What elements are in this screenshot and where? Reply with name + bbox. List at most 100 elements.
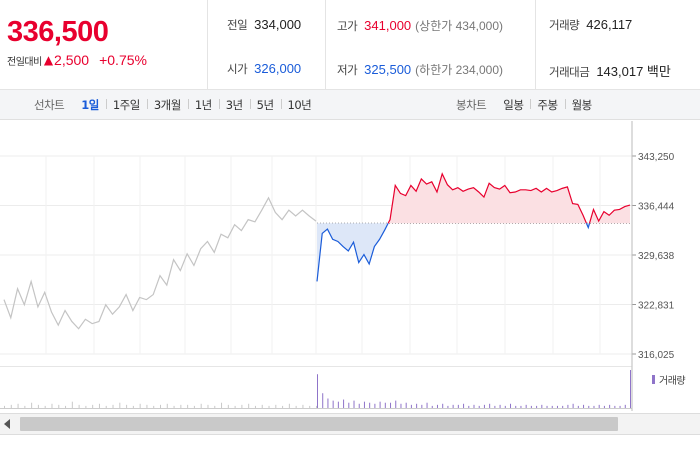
volume-bar-previous-day — [126, 404, 128, 408]
volume-bar-today — [473, 404, 475, 408]
chart-fill — [317, 173, 630, 282]
volume-bar-today — [363, 401, 365, 408]
stat-label: 전일 — [227, 18, 248, 32]
volume-bar-today — [536, 405, 538, 408]
volume-bar-previous-day — [193, 405, 195, 408]
volume-bar-today — [583, 404, 585, 408]
volume-bar-today — [452, 404, 454, 408]
volume-bar-today — [546, 405, 548, 408]
y-tick-label: 322,831 — [638, 301, 675, 312]
stat-label: 거래대금 — [549, 65, 590, 79]
volume-bar-today — [416, 403, 418, 408]
candle-chart-periods: 봉차트 일봉 주봉 월봉 — [456, 90, 599, 120]
intraday-price-chart[interactable]: 343,250 336,444 329,638 322,831 316,025 — [0, 121, 700, 367]
volume-bar-today — [603, 405, 605, 408]
volume-bar-today — [541, 404, 543, 408]
line-chart-periods: 선차트 1일 1주일 3개월 1년 3년 5년 10년 — [34, 90, 318, 120]
stat-volume: 거래량 426,117 — [549, 17, 632, 33]
y-tick-label: 329,638 — [638, 251, 675, 262]
quote-panel: 336,500 전일대비 ▲ 2,500 +0.75% 전일 334,000 고… — [0, 0, 700, 90]
volume-bar-previous-day — [309, 405, 311, 408]
volume-bar-previous-day — [17, 403, 19, 408]
chart-toolbar: 선차트 1일 1주일 3개월 1년 3년 5년 10년 봉차트 일봉 주봉 월봉 — [0, 90, 700, 120]
scroll-left-arrow-icon[interactable] — [4, 419, 10, 429]
volume-bar-previous-day — [10, 404, 12, 408]
volume-bar-previous-day — [153, 405, 155, 408]
volume-bar-previous-day — [78, 404, 80, 408]
candle-chart-label: 봉차트 — [456, 98, 487, 112]
change-row: 전일대비 ▲ 2,500 +0.75% — [7, 52, 147, 68]
stat-prev-close: 전일 334,000 — [227, 17, 301, 33]
candle-daily[interactable]: 일봉 — [503, 98, 524, 112]
price-box: 336,500 전일대비 ▲ 2,500 +0.75% — [0, 0, 208, 90]
volume-bar-today — [410, 404, 412, 408]
stat-low: 저가 325,500 (하한가 234,000) — [337, 61, 503, 78]
period-1y[interactable]: 1년 — [187, 97, 219, 113]
volume-bar-previous-day — [166, 403, 168, 408]
change-label: 전일대비 — [7, 56, 42, 68]
stat-open: 시가 326,000 — [227, 61, 301, 77]
volume-bar-today — [322, 393, 324, 408]
volume-bar-previous-day — [71, 401, 73, 408]
volume-bar-today — [436, 404, 438, 408]
volume-bar-previous-day — [234, 405, 236, 408]
area-below-prev-close — [317, 223, 389, 282]
period-3m[interactable]: 3개월 — [146, 97, 188, 113]
series-line-today-up — [387, 172, 587, 224]
series-line-today-down — [585, 223, 591, 230]
period-5y[interactable]: 5년 — [249, 97, 281, 113]
volume-bar-today — [400, 403, 402, 408]
volume-bar-previous-day — [173, 405, 175, 408]
y-tick-label: 336,444 — [638, 202, 675, 213]
volume-bar-today — [510, 403, 512, 408]
volume-bar-today — [562, 405, 564, 408]
volume-bar-previous-day — [241, 404, 243, 408]
candle-monthly[interactable]: 월봉 — [564, 97, 599, 113]
stat-value: 426,117 — [586, 17, 633, 32]
volume-bar-previous-day — [160, 404, 161, 408]
stat-value: 143,017 백만 — [596, 64, 671, 79]
stat-label: 시가 — [227, 62, 248, 76]
volume-bar-today — [619, 405, 621, 408]
series-line-today-up — [588, 204, 631, 224]
volume-bar-previous-day — [119, 402, 121, 408]
volume-bar-previous-day — [275, 404, 277, 408]
stat-value: 334,000 — [254, 17, 302, 32]
stat-label: 저가 — [337, 63, 358, 77]
volume-bar-today — [426, 402, 428, 408]
stat-trade-amount: 거래대금 143,017 백만 — [549, 61, 671, 80]
candle-weekly[interactable]: 주봉 — [530, 97, 564, 113]
volume-bar-today — [598, 404, 600, 408]
chart-scrollbar[interactable] — [0, 413, 700, 435]
volume-bar-previous-day — [248, 403, 250, 408]
period-3y[interactable]: 3년 — [218, 97, 250, 113]
stat-high: 고가 341,000 (상한가 434,000) — [337, 17, 503, 34]
volume-bar-previous-day — [44, 405, 46, 408]
volume-bar-today — [494, 405, 496, 408]
volume-bar-previous-day — [227, 404, 229, 408]
series-line-today-down — [316, 222, 389, 282]
volume-bar-today — [421, 404, 423, 408]
change-percent: +0.75% — [99, 52, 147, 68]
chart-grid — [0, 155, 632, 355]
volume-bar-today — [332, 400, 334, 408]
volume-bar-today — [525, 404, 527, 408]
volume-bar-previous-day — [105, 405, 107, 408]
volume-bar-today — [515, 405, 517, 408]
volume-bar-previous-day — [58, 404, 60, 408]
volume-bar-today — [588, 405, 590, 408]
y-tick-label: 316,025 — [638, 350, 675, 361]
volume-bar-today — [463, 403, 465, 408]
scroll-thumb[interactable] — [20, 417, 618, 431]
volume-bar-previous-day — [139, 403, 141, 408]
period-10y[interactable]: 10년 — [280, 97, 319, 113]
volume-bar-previous-day — [132, 405, 134, 408]
period-1w[interactable]: 1주일 — [105, 97, 147, 113]
volume-bar-today — [572, 403, 574, 408]
volume-legend-swatch — [652, 375, 655, 384]
period-1d[interactable]: 1일 — [81, 98, 99, 112]
volume-bar-today — [483, 404, 485, 408]
volume-bar-previous-day — [146, 404, 148, 408]
volume-bar-today — [447, 405, 449, 408]
volume-bar-today — [478, 405, 480, 408]
